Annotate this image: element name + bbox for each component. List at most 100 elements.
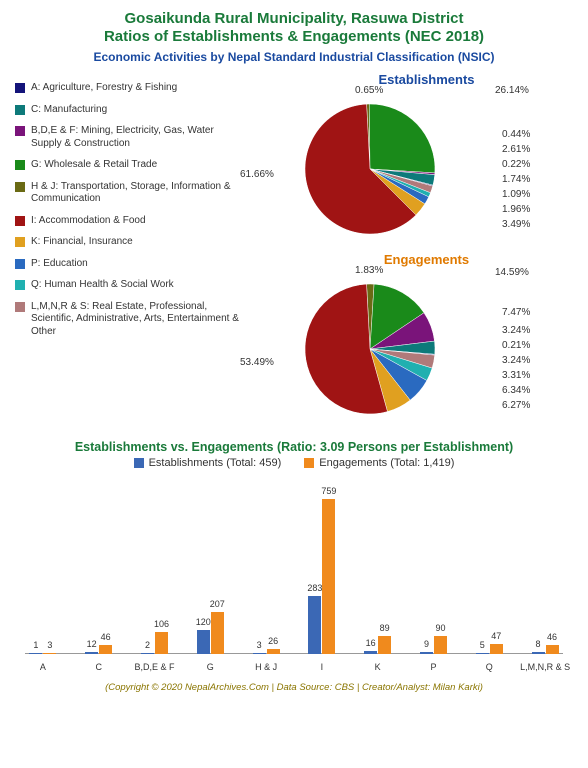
bar-value-eng: 106	[154, 619, 169, 629]
pie-slice	[369, 104, 435, 173]
bar-est: 2	[141, 653, 154, 654]
bar-value-eng: 207	[210, 599, 225, 609]
bar-section: Establishments vs. Engagements (Ratio: 3…	[15, 440, 573, 672]
bar-value-est: 1	[33, 640, 38, 650]
legend-swatch	[15, 160, 25, 170]
bar-eng: 46	[546, 645, 559, 654]
title-line1: Gosaikunda Rural Municipality, Rasuwa Di…	[15, 10, 573, 28]
bar-group: 1689	[364, 636, 391, 654]
pie-slice-label: 26.14%	[495, 85, 529, 96]
footer-attribution: (Copyright © 2020 NepalArchives.Com | Da…	[15, 682, 573, 693]
legend-label: G: Wholesale & Retail Trade	[31, 159, 157, 172]
pie-slice-label: 3.24%	[502, 325, 530, 336]
legend-item: Q: Human Health & Social Work	[15, 279, 240, 292]
bar-value-eng: 90	[435, 623, 445, 633]
bar-value-eng: 46	[101, 632, 111, 642]
legend-column: A: Agriculture, Forestry & Fishing C: Man…	[15, 72, 240, 432]
bar-group: 547	[476, 644, 503, 654]
bar-eng: 46	[99, 645, 112, 654]
bar-value-est: 8	[536, 639, 541, 649]
pie-slice-label: 0.21%	[502, 340, 530, 351]
bar-value-eng: 47	[491, 631, 501, 641]
legend-label: P: Education	[31, 258, 88, 271]
legend-label: I: Accommodation & Food	[31, 215, 146, 228]
x-axis-label: P	[408, 662, 458, 672]
bar-est: 1	[29, 653, 42, 654]
bar-value-eng: 89	[380, 623, 390, 633]
bar-est: 283	[308, 596, 321, 654]
pie-slice-label: 0.44%	[502, 129, 530, 140]
pie-est-title: Establishments	[280, 72, 573, 87]
bar-value-est: 5	[480, 640, 485, 650]
pies-column: Establishments 0.65%26.14%0.44%2.61%0.22…	[240, 72, 573, 432]
legend-label: A: Agriculture, Forestry & Fishing	[31, 82, 177, 95]
bar-group: 120207	[197, 612, 224, 654]
bar-eng: 3	[43, 653, 56, 654]
legend-label: C: Manufacturing	[31, 104, 107, 117]
bar-legend-est-label: Establishments (Total: 459)	[149, 457, 282, 469]
pies-section: A: Agriculture, Forestry & Fishing C: Man…	[15, 72, 573, 432]
pie-slice-label: 1.09%	[502, 189, 530, 200]
bars-row: 13124621061202073262837591689990547846	[15, 494, 573, 654]
bar-est: 3	[253, 653, 266, 654]
bar-value-est: 12	[87, 639, 97, 649]
bar-est: 5	[476, 653, 489, 654]
bar-group: 846	[532, 645, 559, 654]
pie-slice-label: 3.24%	[502, 355, 530, 366]
bar-eng: 90	[434, 636, 447, 654]
bar-value-est: 16	[366, 638, 376, 648]
subtitle: Economic Activities by Nepal Standard In…	[15, 50, 573, 64]
x-axis-label: G	[185, 662, 235, 672]
legend-swatch	[15, 216, 25, 226]
bar-value-est: 120	[196, 617, 211, 627]
bar-group: 283759	[308, 499, 335, 654]
legend-item: P: Education	[15, 258, 240, 271]
bar-est: 9	[420, 652, 433, 654]
bar-est: 8	[532, 652, 545, 654]
pie-slice-label: 53.49%	[240, 357, 274, 368]
bar-eng: 89	[378, 636, 391, 654]
bar-group: 13	[29, 653, 56, 654]
pie-slice-label: 0.22%	[502, 159, 530, 170]
legend-item: K: Financial, Insurance	[15, 236, 240, 249]
x-axis-label: H & J	[241, 662, 291, 672]
bar-value-est: 283	[307, 583, 322, 593]
legend-swatch	[15, 302, 25, 312]
x-axis-label: B,D,E & F	[129, 662, 179, 672]
pie-slice-label: 3.31%	[502, 370, 530, 381]
pie-eng-title: Engagements	[280, 252, 573, 267]
bar-legend-eng: Engagements (Total: 1,419)	[304, 457, 454, 469]
pie-slice-label: 14.59%	[495, 267, 529, 278]
bar-value-eng: 3	[47, 640, 52, 650]
x-axis-label: K	[353, 662, 403, 672]
bar-chart-area: 13124621061202073262837591689990547846 A…	[15, 477, 573, 672]
x-axis-label: Q	[464, 662, 514, 672]
pie-slice-label: 6.27%	[502, 400, 530, 411]
legend-label: K: Financial, Insurance	[31, 236, 133, 249]
legend-item: I: Accommodation & Food	[15, 215, 240, 228]
pie-eng-chart	[300, 279, 440, 419]
bar-legend: Establishments (Total: 459) Engagements …	[15, 457, 573, 471]
pie-est-chart	[300, 99, 440, 239]
bar-value-est: 3	[257, 640, 262, 650]
legend-swatch	[15, 105, 25, 115]
pie-slice-label: 1.74%	[502, 174, 530, 185]
legend-item: A: Agriculture, Forestry & Fishing	[15, 82, 240, 95]
bar-value-eng: 26	[268, 636, 278, 646]
bar-eng: 759	[322, 499, 335, 654]
x-axis-label: L,M,N,R & S	[520, 662, 570, 672]
legend-item: G: Wholesale & Retail Trade	[15, 159, 240, 172]
pie-slice-label: 61.66%	[240, 169, 274, 180]
pie-slice-label: 7.47%	[502, 307, 530, 318]
bar-legend-eng-swatch	[304, 458, 314, 468]
legend-swatch	[15, 126, 25, 136]
title-line2: Ratios of Establishments & Engagements (…	[15, 28, 573, 46]
bar-legend-est-swatch	[134, 458, 144, 468]
pie-est-wrap: 0.65%26.14%0.44%2.61%0.22%1.74%1.09%1.96…	[240, 87, 573, 252]
x-axis-label: A	[18, 662, 68, 672]
pie-slice-label: 2.61%	[502, 144, 530, 155]
legend-item: H & J: Transportation, Storage, Informat…	[15, 181, 240, 206]
bar-value-eng: 46	[547, 632, 557, 642]
bar-group: 990	[420, 636, 447, 654]
legend-swatch	[15, 237, 25, 247]
